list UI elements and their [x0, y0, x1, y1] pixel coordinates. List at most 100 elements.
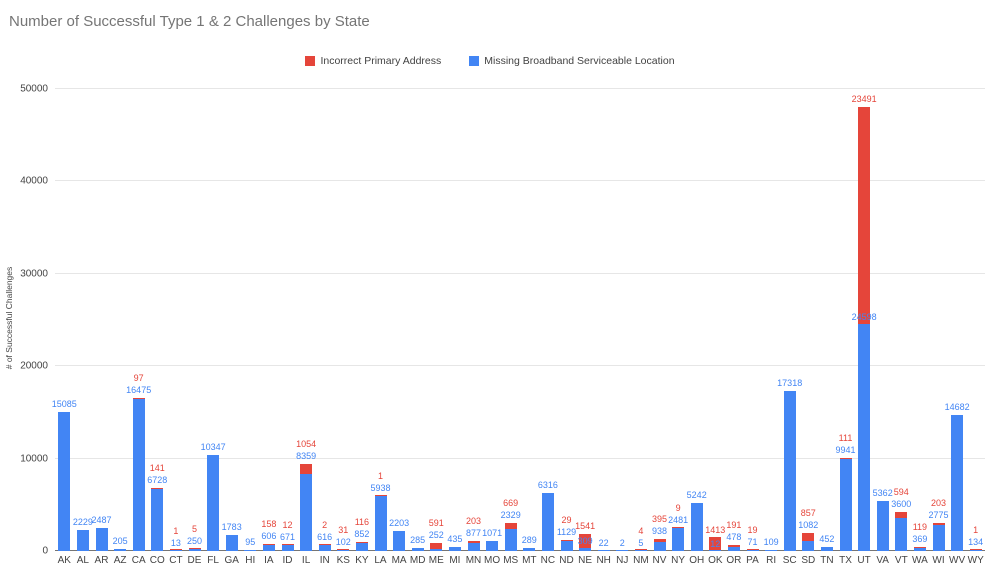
- bar-segment-incorrect-address[interactable]: [337, 549, 350, 550]
- bar-segment-missing-broadband[interactable]: [318, 545, 331, 551]
- bar-segment-missing-broadband[interactable]: [802, 541, 815, 551]
- bar-segment-missing-broadband[interactable]: [616, 550, 629, 551]
- bar-segment-missing-broadband[interactable]: [132, 398, 145, 551]
- bar-segment-missing-broadband[interactable]: [597, 550, 610, 551]
- bar-segment-incorrect-address[interactable]: [374, 495, 387, 497]
- bar-segment-incorrect-address[interactable]: [300, 464, 313, 474]
- bar-segment-missing-broadband[interactable]: [969, 549, 982, 551]
- bar-segment-missing-broadband[interactable]: [448, 546, 461, 551]
- bar-segment-missing-broadband[interactable]: [411, 548, 424, 551]
- bar-segment-missing-broadband[interactable]: [169, 550, 182, 551]
- bar-segment-incorrect-address[interactable]: [653, 538, 666, 543]
- bar-segment-missing-broadband[interactable]: [95, 528, 108, 551]
- x-axis-label-tn: TN: [820, 555, 834, 566]
- x-axis-label-tx: TX: [839, 555, 852, 566]
- bar-segment-missing-broadband[interactable]: [560, 540, 573, 551]
- bar-segment-missing-broadband[interactable]: [151, 488, 164, 551]
- x-axis-label-nd: ND: [559, 555, 574, 566]
- bar-segment-incorrect-address[interactable]: [746, 549, 759, 550]
- bar-segment-incorrect-address[interactable]: [802, 533, 815, 542]
- bar-segment-missing-broadband[interactable]: [393, 530, 406, 551]
- bar-value-label-red: 111: [838, 433, 853, 444]
- bar-segment-incorrect-address[interactable]: [839, 458, 852, 460]
- bar-value-label-blue: 250: [186, 535, 203, 546]
- bar-segment-missing-broadband[interactable]: [690, 502, 703, 551]
- bar-segment-missing-broadband[interactable]: [579, 548, 592, 551]
- bar-segment-missing-broadband[interactable]: [337, 550, 350, 551]
- bar-value-label-blue: 9941: [835, 445, 856, 456]
- bar-segment-incorrect-address[interactable]: [467, 541, 480, 543]
- bar-segment-missing-broadband[interactable]: [634, 550, 647, 551]
- bar-value-label-blue: 478: [726, 531, 742, 542]
- bar-segment-missing-broadband[interactable]: [486, 541, 499, 551]
- bar-segment-missing-broadband[interactable]: [207, 455, 220, 551]
- bar-segment-missing-broadband[interactable]: [262, 545, 275, 551]
- bar-segment-missing-broadband[interactable]: [876, 501, 889, 551]
- bar-segment-missing-broadband[interactable]: [225, 534, 238, 551]
- bar-segment-missing-broadband[interactable]: [430, 548, 443, 551]
- bar-segment-missing-broadband[interactable]: [188, 548, 201, 551]
- bar-segment-incorrect-address[interactable]: [169, 549, 182, 550]
- bar-segment-incorrect-address[interactable]: [188, 547, 201, 549]
- bar-segment-missing-broadband[interactable]: [895, 517, 908, 551]
- bar-segment-missing-broadband[interactable]: [913, 547, 926, 551]
- legend-item-incorrect-primary-address[interactable]: Incorrect Primary Address: [305, 55, 441, 67]
- x-axis-label-mo: MO: [484, 555, 501, 566]
- x-axis-label-co: CO: [149, 555, 165, 566]
- bar-segment-missing-broadband[interactable]: [765, 550, 778, 551]
- bar-segment-missing-broadband[interactable]: [114, 549, 127, 551]
- bar-segment-missing-broadband[interactable]: [783, 390, 796, 551]
- bar-value-label-blue: 3600: [891, 499, 912, 510]
- bar-segment-missing-broadband[interactable]: [541, 492, 554, 551]
- bar-segment-incorrect-address[interactable]: [579, 533, 592, 549]
- bar-segment-incorrect-address[interactable]: [504, 523, 517, 530]
- bar-segment-missing-broadband[interactable]: [467, 542, 480, 551]
- x-axis-label-ok: OK: [708, 555, 723, 566]
- y-axis-tick-label: 40000: [20, 175, 48, 187]
- bar-segment-missing-broadband[interactable]: [820, 546, 833, 551]
- bar-segment-incorrect-address[interactable]: [318, 544, 331, 546]
- bar-segment-incorrect-address[interactable]: [262, 543, 275, 546]
- bar-segment-missing-broadband[interactable]: [355, 543, 368, 551]
- bar-segment-incorrect-address[interactable]: [355, 542, 368, 544]
- x-axis-label-sd: SD: [801, 555, 816, 566]
- bar-value-label-red: 669: [503, 498, 519, 509]
- bar-segment-missing-broadband[interactable]: [300, 473, 313, 551]
- bar-segment-incorrect-address[interactable]: [727, 544, 740, 547]
- bar-segment-incorrect-address[interactable]: [560, 539, 573, 541]
- bar-segment-missing-broadband[interactable]: [374, 496, 387, 551]
- bar-segment-incorrect-address[interactable]: [672, 527, 685, 529]
- bar-segment-missing-broadband[interactable]: [839, 459, 852, 551]
- bar-segment-incorrect-address[interactable]: [932, 523, 945, 526]
- bar-segment-missing-broadband[interactable]: [504, 529, 517, 551]
- bar-value-label-red: 12: [282, 519, 293, 530]
- bar-segment-incorrect-address[interactable]: [895, 512, 908, 518]
- bar-segment-incorrect-address[interactable]: [281, 543, 294, 545]
- bar-segment-incorrect-address[interactable]: [913, 546, 926, 548]
- bar-segment-incorrect-address[interactable]: [709, 536, 722, 550]
- bar-segment-missing-broadband[interactable]: [58, 411, 71, 551]
- bar-value-label-red: 1: [973, 524, 979, 535]
- bar-segment-incorrect-address[interactable]: [634, 549, 647, 550]
- bar-segment-incorrect-address[interactable]: [151, 487, 164, 489]
- bar-segment-incorrect-address[interactable]: [858, 106, 871, 324]
- bar-segment-incorrect-address[interactable]: [969, 548, 982, 550]
- bar-segment-missing-broadband[interactable]: [951, 415, 964, 551]
- bar-segment-missing-broadband[interactable]: [281, 544, 294, 551]
- bar-segment-incorrect-address[interactable]: [430, 543, 443, 549]
- bar-segment-missing-broadband[interactable]: [672, 528, 685, 551]
- bar-segment-missing-broadband[interactable]: [709, 550, 722, 551]
- bar-segment-missing-broadband[interactable]: [858, 323, 871, 551]
- bar-segment-incorrect-address[interactable]: [132, 397, 145, 399]
- bar-segment-missing-broadband[interactable]: [76, 530, 89, 551]
- bar-segment-missing-broadband[interactable]: [523, 548, 536, 551]
- bar-value-label-blue: 452: [819, 533, 835, 544]
- legend-item-missing-broadband-serviceable-location[interactable]: Missing Broadband Serviceable Location: [469, 55, 675, 67]
- bar-segment-missing-broadband[interactable]: [653, 542, 666, 551]
- bar-value-label-blue: 369: [912, 533, 928, 544]
- bar-segment-missing-broadband[interactable]: [746, 550, 759, 551]
- bar-segment-missing-broadband[interactable]: [244, 550, 257, 551]
- bar-segment-missing-broadband[interactable]: [932, 525, 945, 551]
- bar-value-label-blue: 289: [521, 535, 537, 546]
- bar-segment-missing-broadband[interactable]: [727, 546, 740, 551]
